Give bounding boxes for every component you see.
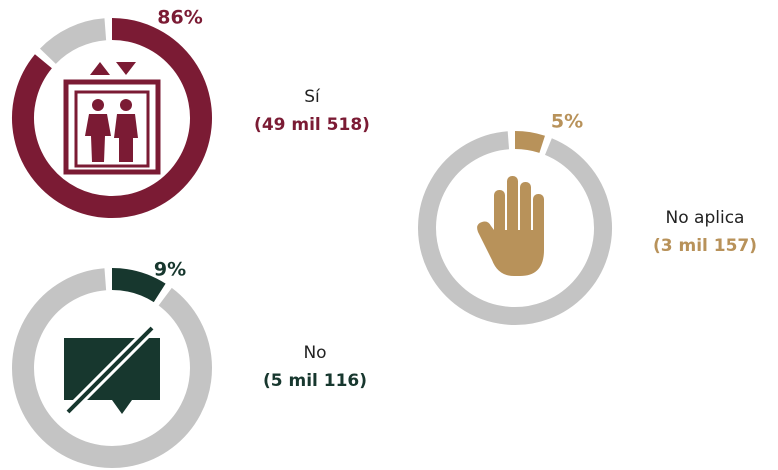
percent-label: 9% xyxy=(154,259,186,281)
elevator-icon xyxy=(63,62,161,175)
category-label: No aplica xyxy=(666,208,745,228)
percent-label: 86% xyxy=(157,7,202,29)
donut-segment xyxy=(111,268,166,303)
donut-rest xyxy=(12,268,212,468)
no-chat-icon xyxy=(64,326,160,416)
count-label: (49 mil 518) xyxy=(254,115,370,135)
donut-rest xyxy=(418,131,612,325)
donut-segment xyxy=(514,131,545,153)
count-label: (3 mil 157) xyxy=(653,236,757,256)
category-label: No xyxy=(303,343,326,363)
count-label: (5 mil 116) xyxy=(263,371,367,391)
donut-rest xyxy=(39,18,107,65)
category-label: Sí xyxy=(304,87,321,107)
percent-label: 5% xyxy=(551,111,583,133)
donut-segment xyxy=(12,18,212,218)
hand-icon xyxy=(477,176,544,276)
